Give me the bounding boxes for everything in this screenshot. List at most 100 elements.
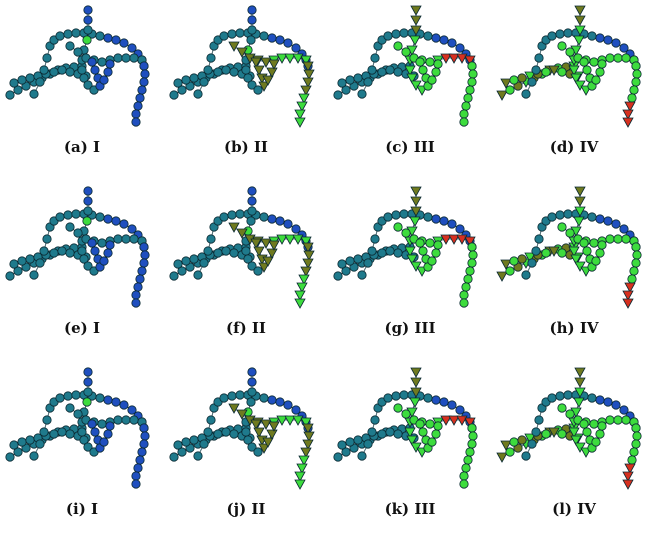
node-tail-6 — [622, 471, 634, 482]
node-arch-13 — [275, 397, 285, 407]
node-stem-2 — [410, 206, 422, 217]
node-tail-1 — [140, 250, 150, 260]
node-stem-1 — [574, 196, 586, 207]
node-stem-0 — [410, 367, 422, 378]
node-vee-5 — [431, 67, 441, 77]
node-lower-6 — [548, 65, 560, 76]
node-cross-7 — [121, 415, 131, 425]
node-arch-13 — [603, 216, 613, 226]
node-left-1 — [341, 266, 351, 276]
node-arch-3 — [42, 234, 52, 244]
node-tail-4 — [463, 93, 473, 103]
node-arch-0 — [521, 451, 531, 461]
node-arch-1 — [35, 77, 45, 87]
node-arch-2 — [367, 246, 377, 256]
node-cross-8 — [292, 234, 304, 245]
node-arch-6 — [547, 31, 557, 41]
node-lower-1 — [181, 256, 191, 266]
node-vee-1 — [418, 427, 428, 437]
node-cross-0 — [557, 222, 567, 232]
node-cross-8 — [129, 415, 139, 425]
node-stem-0 — [83, 5, 93, 15]
node-cross-6 — [605, 415, 615, 425]
node-stem-7 — [243, 254, 253, 264]
node-arch-0 — [193, 270, 203, 280]
node-cross-1 — [565, 47, 575, 57]
node-tail-4 — [135, 274, 145, 284]
node-cross-6 — [605, 234, 615, 244]
node-tail-6 — [131, 471, 141, 481]
node-arch-6 — [219, 212, 229, 222]
node-stem-1 — [247, 196, 257, 206]
node-arch-2 — [39, 246, 49, 256]
node-lower-1 — [509, 256, 519, 266]
node-arch-13 — [275, 35, 285, 45]
node-tail-6 — [459, 471, 469, 481]
node-left-1 — [13, 85, 23, 95]
node-arch-2 — [367, 427, 377, 437]
node-arch-11 — [423, 393, 433, 403]
node-lower-5 — [377, 248, 387, 258]
node-vee-4 — [262, 437, 274, 448]
node-arch-11 — [259, 393, 269, 403]
node-tail-3 — [465, 447, 475, 457]
node-stem-6 — [568, 246, 580, 257]
node-stem-1 — [83, 377, 93, 387]
node-arch-0 — [29, 270, 39, 280]
node-cross-7 — [121, 234, 131, 244]
node-stem-7 — [79, 254, 89, 264]
node-vee-6 — [433, 240, 443, 250]
node-lower-6 — [57, 427, 67, 437]
node-vee-5 — [103, 248, 113, 258]
node-lower-0 — [500, 78, 512, 89]
node-tail-2 — [467, 77, 477, 87]
node-arch-1 — [35, 258, 45, 268]
node-vee-0 — [250, 419, 262, 430]
node-cross-1 — [401, 409, 411, 419]
node-lower-2 — [353, 73, 363, 83]
node-left-1 — [505, 266, 515, 276]
node-arch-11 — [587, 393, 597, 403]
node-cross-8 — [621, 234, 631, 244]
graph-b — [169, 5, 315, 128]
node-arch-1 — [363, 439, 373, 449]
panel-b: (b) II — [164, 0, 328, 181]
node-cross-9 — [300, 236, 312, 247]
node-arch-14 — [283, 219, 293, 229]
node-tail-2 — [631, 258, 641, 268]
node-tail-4 — [463, 455, 473, 465]
node-arch-8 — [399, 390, 409, 400]
node-cross-9 — [464, 55, 476, 66]
node-left-1 — [177, 447, 187, 457]
node-tail-3 — [465, 85, 475, 95]
node-vee-5 — [595, 248, 605, 258]
node-vee-0 — [250, 238, 262, 249]
node-arch-6 — [55, 31, 65, 41]
node-arch-12 — [431, 214, 441, 224]
node-arch-7 — [555, 210, 565, 220]
node-tail-6 — [459, 109, 469, 119]
node-arch-0 — [521, 270, 531, 280]
node-stem-6 — [241, 246, 251, 256]
node-lower-6 — [57, 65, 67, 75]
node-stem-6 — [241, 65, 251, 75]
node-left-0 — [5, 452, 15, 462]
node-arch-0 — [357, 270, 367, 280]
node-arch-1 — [527, 258, 537, 268]
node-vee-6 — [268, 421, 280, 432]
node-arch-13 — [439, 35, 449, 45]
node-tail-2 — [631, 77, 641, 87]
node-stem-8 — [247, 261, 257, 271]
node-cross-4 — [425, 238, 435, 248]
node-cross-1 — [401, 228, 411, 238]
node-stem-6 — [568, 427, 580, 438]
node-stem-6 — [241, 427, 251, 437]
node-tail-1 — [632, 431, 642, 441]
caption-i: (i) I — [65, 500, 99, 518]
node-lower-0 — [173, 78, 183, 88]
panel-c: (c) III — [328, 0, 492, 181]
node-vee-6 — [433, 59, 443, 69]
node-stem-3 — [409, 397, 421, 408]
node-vee-3 — [258, 81, 270, 92]
